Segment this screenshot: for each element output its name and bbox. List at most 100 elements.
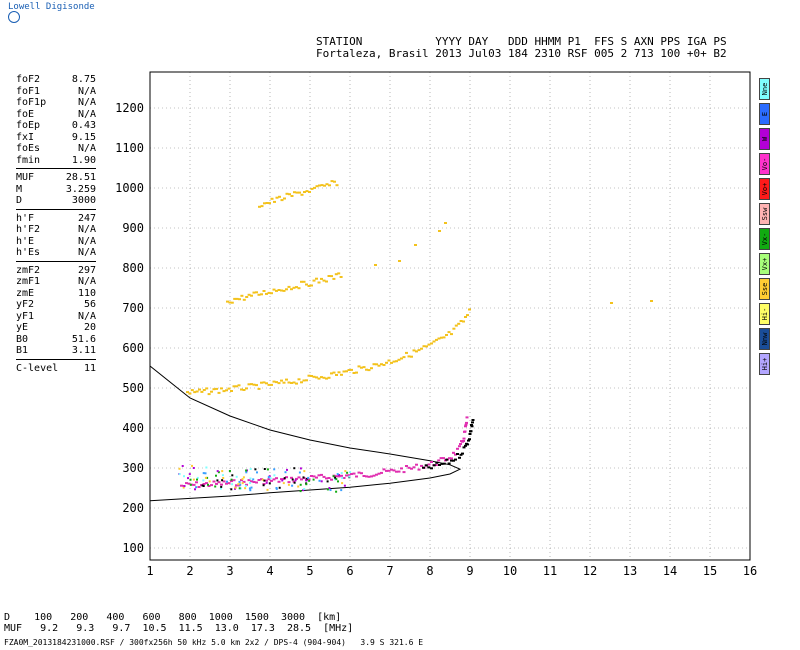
echo-point	[252, 383, 256, 386]
echo-point	[267, 291, 271, 294]
echo-point	[322, 279, 326, 282]
echo-point	[315, 277, 318, 280]
echo-point	[415, 350, 418, 353]
echo-point	[338, 474, 340, 476]
echo-point	[252, 478, 255, 481]
echo-point	[417, 468, 421, 471]
echo-point	[357, 471, 361, 474]
echo-point	[350, 368, 353, 371]
echo-point	[439, 457, 443, 460]
echo-point	[204, 472, 207, 475]
echo-point	[192, 478, 195, 481]
echo-point	[464, 425, 467, 428]
echo-point	[272, 478, 276, 481]
echo-point	[260, 293, 263, 296]
echo-point	[202, 472, 205, 475]
param-row-MUF: MUF 28.51	[16, 172, 96, 183]
param-name: foF2	[16, 74, 41, 85]
legend-label: Hi+	[760, 357, 769, 371]
echo-point	[254, 468, 257, 471]
echo-point	[462, 446, 466, 449]
echo-point	[437, 459, 441, 462]
echo-point	[434, 464, 438, 466]
param-separator	[16, 168, 96, 169]
echo-point	[221, 474, 224, 477]
echo-point	[308, 191, 311, 193]
echo-point	[189, 483, 192, 486]
echo-point	[280, 379, 283, 382]
echo-point	[303, 488, 306, 490]
echo-point	[300, 193, 304, 196]
param-row-zmF1: zmF1 N/A	[16, 276, 96, 287]
echo-point	[471, 421, 474, 424]
echo-point	[467, 439, 470, 442]
echo-point	[232, 479, 236, 482]
echo-point	[313, 186, 316, 189]
echo-point	[445, 458, 449, 461]
echo-point	[348, 475, 351, 478]
echo-point	[250, 294, 253, 297]
param-name: C-level	[16, 362, 59, 374]
x-tick-label: 3	[226, 564, 233, 578]
echo-point	[458, 445, 461, 448]
echo-point	[293, 467, 296, 470]
echo-point	[290, 476, 293, 479]
echo-point	[231, 483, 234, 486]
echo-point	[312, 279, 316, 282]
echo-point	[282, 482, 285, 485]
echo-point	[457, 322, 461, 325]
echo-point	[337, 371, 341, 374]
echo-point	[260, 205, 264, 208]
echo-point	[332, 277, 336, 280]
param-row-yF2: yF2 56	[16, 299, 96, 310]
echo-point	[239, 483, 242, 486]
echo-point	[205, 387, 209, 390]
echo-point	[293, 481, 296, 484]
legend-label: E	[760, 111, 769, 117]
echo-point	[380, 363, 383, 366]
echo-point	[327, 275, 331, 277]
echo-point	[310, 475, 313, 477]
legend-item-hi: Hi+	[759, 353, 770, 375]
echo-point	[192, 483, 196, 486]
echo-point	[352, 372, 356, 374]
echo-point	[263, 468, 266, 470]
param-row-hE: h'E N/A	[16, 236, 96, 247]
echo-point	[300, 280, 303, 283]
echo-point	[231, 474, 234, 477]
echo-point	[299, 483, 302, 486]
echo-point	[235, 297, 239, 300]
param-row-foF1p: foF1p N/A	[16, 97, 96, 108]
echo-point	[187, 477, 189, 480]
echo-point	[459, 443, 462, 445]
param-name: fxI	[16, 131, 35, 143]
echo-point	[292, 480, 296, 483]
x-tick-label: 13	[623, 564, 637, 578]
echo-point	[230, 480, 233, 483]
echo-point	[310, 375, 313, 377]
echo-point	[402, 356, 406, 359]
echo-point	[333, 180, 336, 183]
echo-point	[397, 358, 401, 361]
echo-point	[215, 474, 217, 477]
echo-point	[286, 468, 288, 471]
echo-point	[201, 484, 204, 487]
echo-point	[240, 388, 243, 391]
echo-point	[257, 293, 261, 296]
echo-point	[278, 486, 281, 489]
param-name: fmin	[16, 154, 41, 166]
y-tick-label: 400	[122, 421, 144, 435]
y-tick-label: 1200	[115, 101, 144, 115]
echo-point	[415, 463, 418, 466]
param-name: B0	[16, 333, 29, 345]
x-tick-label: 4	[266, 564, 273, 578]
echo-point	[466, 314, 469, 317]
echo-point	[417, 349, 421, 352]
echo-point	[330, 372, 333, 375]
echo-point	[302, 379, 306, 382]
param-row-foEp: foEp 0.43	[16, 120, 96, 131]
echo-point	[340, 474, 343, 477]
echo-point	[249, 481, 251, 484]
echo-point	[307, 374, 311, 377]
echo-point	[267, 383, 271, 386]
